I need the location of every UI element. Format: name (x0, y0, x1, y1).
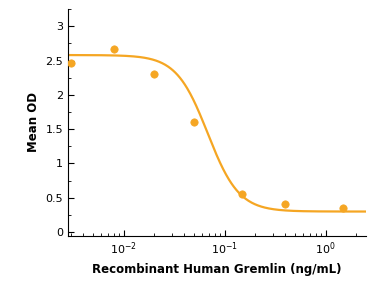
Point (68, 60, 74, 65)
Point (191, 119, 197, 124)
Point (111, 47, 117, 51)
Point (340, 206, 346, 210)
Point (282, 201, 288, 206)
Y-axis label: Mean OD: Mean OD (27, 92, 40, 152)
Point (239, 192, 245, 197)
Point (151, 72, 157, 77)
X-axis label: Recombinant Human Gremlin (ng/mL): Recombinant Human Gremlin (ng/mL) (92, 262, 342, 276)
